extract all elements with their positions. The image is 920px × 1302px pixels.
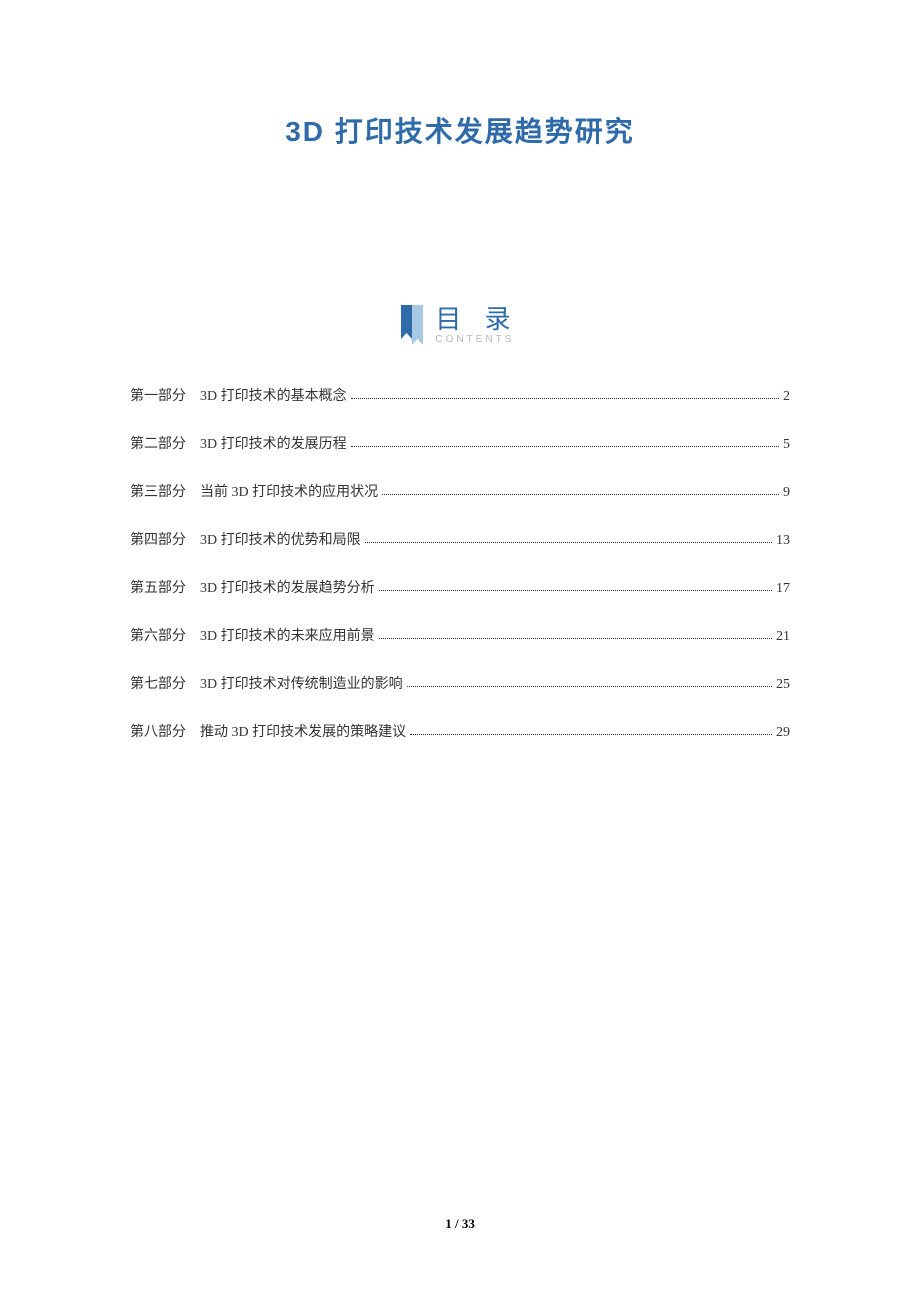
toc-entry-title: 3D 打印技术的未来应用前景 (200, 625, 375, 645)
toc-entry[interactable]: 第八部分 推动 3D 打印技术发展的策略建议 29 (130, 721, 790, 741)
toc-entry[interactable]: 第二部分 3D 打印技术的发展历程 5 (130, 433, 790, 453)
toc-page-number: 2 (783, 389, 790, 405)
toc-header: 目 录 CONTENTS (130, 305, 790, 345)
toc-entry[interactable]: 第一部分 3D 打印技术的基本概念 2 (130, 385, 790, 405)
toc-part-label: 第七部分 (130, 673, 186, 693)
toc-heading-cn: 目 录 (435, 306, 518, 332)
toc-heading-en: CONTENTS (435, 334, 514, 345)
document-page: 3D 打印技术发展趋势研究 目 录 CONTENTS 第一部分 3D 打印技术的… (0, 0, 920, 741)
toc-part-label: 第六部分 (130, 625, 186, 645)
toc-part-label: 第三部分 (130, 481, 186, 501)
toc-entry[interactable]: 第四部分 3D 打印技术的优势和局限 13 (130, 529, 790, 549)
toc-part-label: 第四部分 (130, 529, 186, 549)
bookmark-icon (401, 305, 423, 345)
document-title: 3D 打印技术发展趋势研究 (130, 110, 790, 150)
toc-leader-dots (365, 542, 772, 543)
toc-leader-dots (382, 494, 779, 495)
toc-entry[interactable]: 第五部分 3D 打印技术的发展趋势分析 17 (130, 577, 790, 597)
toc-page-number: 5 (783, 437, 790, 453)
toc-leader-dots (379, 638, 772, 639)
toc-leader-dots (379, 590, 772, 591)
toc-title-group: 目 录 CONTENTS (435, 306, 518, 345)
toc-entry[interactable]: 第六部分 3D 打印技术的未来应用前景 21 (130, 625, 790, 645)
toc-leader-dots (407, 686, 772, 687)
toc-leader-dots (351, 446, 779, 447)
page-footer: 1 / 33 (0, 1216, 920, 1232)
toc-page-number: 21 (776, 629, 790, 645)
toc-entry-title: 推动 3D 打印技术发展的策略建议 (200, 721, 406, 741)
toc-part-label: 第八部分 (130, 721, 186, 741)
toc-entry-title: 3D 打印技术的发展历程 (200, 433, 347, 453)
toc-list: 第一部分 3D 打印技术的基本概念 2 第二部分 3D 打印技术的发展历程 5 … (130, 385, 790, 741)
toc-part-label: 第二部分 (130, 433, 186, 453)
toc-page-number: 29 (776, 725, 790, 741)
toc-entry-title: 当前 3D 打印技术的应用状况 (200, 481, 378, 501)
toc-part-label: 第一部分 (130, 385, 186, 405)
toc-leader-dots (410, 734, 772, 735)
toc-entry-title: 3D 打印技术的基本概念 (200, 385, 347, 405)
toc-entry-title: 3D 打印技术对传统制造业的影响 (200, 673, 403, 693)
toc-page-number: 13 (776, 533, 790, 549)
toc-entry-title: 3D 打印技术的优势和局限 (200, 529, 361, 549)
toc-part-label: 第五部分 (130, 577, 186, 597)
toc-entry-title: 3D 打印技术的发展趋势分析 (200, 577, 375, 597)
total-pages: 33 (462, 1216, 475, 1231)
page-separator: / (452, 1216, 462, 1231)
toc-page-number: 17 (776, 581, 790, 597)
toc-entry[interactable]: 第七部分 3D 打印技术对传统制造业的影响 25 (130, 673, 790, 693)
toc-entry[interactable]: 第三部分 当前 3D 打印技术的应用状况 9 (130, 481, 790, 501)
toc-leader-dots (351, 398, 779, 399)
toc-page-number: 9 (783, 485, 790, 501)
toc-page-number: 25 (776, 677, 790, 693)
